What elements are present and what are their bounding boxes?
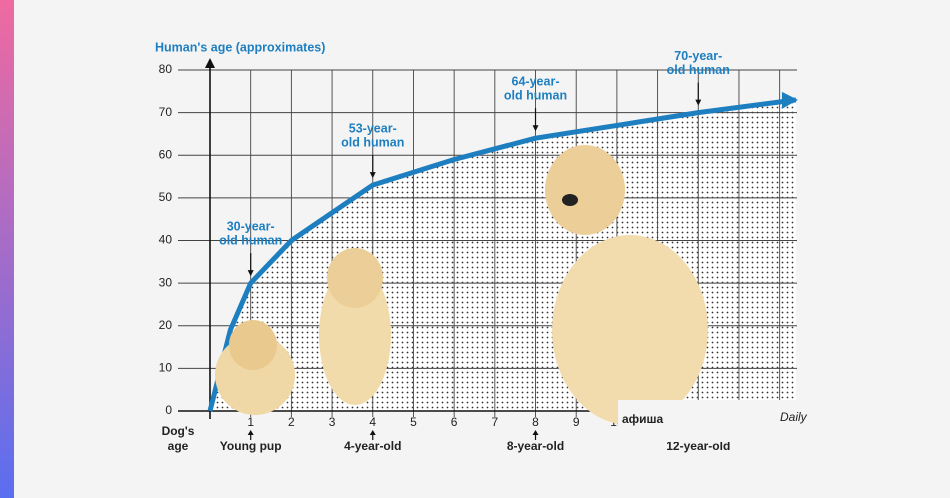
x-tick-label: 5 bbox=[410, 415, 417, 429]
annotation-arrowhead bbox=[369, 172, 376, 179]
y-tick-label: 50 bbox=[159, 190, 173, 204]
y-tick-label: 40 bbox=[159, 233, 173, 247]
x-tick-label: 3 bbox=[329, 415, 336, 429]
y-tick-label: 0 bbox=[165, 403, 172, 417]
x-tick-label: 6 bbox=[451, 415, 458, 429]
stage-arrowhead bbox=[369, 430, 376, 435]
line bbox=[207, 97, 797, 412]
stage-arrowhead bbox=[247, 430, 254, 435]
y-tick-label: 10 bbox=[159, 361, 173, 375]
y-tick-label: 60 bbox=[159, 147, 173, 161]
stage-label: 12-year-old bbox=[666, 439, 730, 453]
x-tick-label: 1 bbox=[247, 415, 254, 429]
annotation-arrowhead bbox=[532, 125, 539, 132]
annotation: old human bbox=[341, 135, 404, 149]
y-tick-label: 30 bbox=[159, 275, 173, 289]
annotation-arrowhead bbox=[247, 270, 254, 277]
annotation: 70-year- bbox=[674, 49, 722, 63]
logo-accent: Daily bbox=[780, 410, 808, 424]
x-tick-label: 2 bbox=[288, 415, 295, 429]
dog-photos bbox=[215, 145, 708, 425]
x-tick-label: 7 bbox=[491, 415, 498, 429]
annotation: old human bbox=[667, 63, 730, 77]
annotation: old human bbox=[504, 88, 567, 102]
y-tick-label: 20 bbox=[159, 318, 173, 332]
stage-arrowhead bbox=[532, 430, 539, 435]
annotation: old human bbox=[219, 233, 282, 247]
y-tick-label: 80 bbox=[159, 62, 173, 76]
y-axis-arrow bbox=[205, 58, 215, 68]
annotation-arrowhead bbox=[695, 99, 702, 106]
stage-label: 8-year-old bbox=[507, 439, 564, 453]
stage-label: Young pup bbox=[220, 439, 282, 453]
y-axis-title: Human's age (approximates) bbox=[155, 40, 325, 54]
annotation: 53-year- bbox=[349, 121, 397, 135]
logo-bg bbox=[618, 400, 898, 442]
x-tick-label: 4 bbox=[369, 415, 376, 429]
x-tick-label: 8 bbox=[532, 415, 539, 429]
side-bar bbox=[0, 0, 14, 498]
line-arrowhead bbox=[781, 91, 798, 109]
x-tick-label: 9 bbox=[573, 415, 580, 429]
annotation: 30-year- bbox=[227, 219, 275, 233]
logo-main: афиша bbox=[622, 412, 664, 426]
y-tick-label: 70 bbox=[159, 105, 173, 119]
stage-label: 4-year-old bbox=[344, 439, 401, 453]
annotation: 64-year- bbox=[512, 74, 560, 88]
x-axis-title: Dog's bbox=[162, 424, 195, 438]
x-axis-title: age bbox=[168, 439, 189, 453]
